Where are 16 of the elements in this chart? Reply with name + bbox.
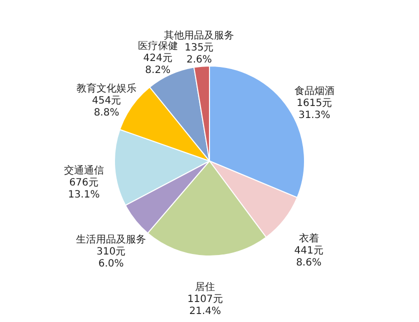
slice-label: 其他用品及服务 [164, 29, 234, 42]
data-label: 454元 8.8% [92, 95, 122, 118]
slice-label: 医疗保健 [138, 40, 178, 52]
slice-label: 生活用品及服务 [76, 234, 146, 246]
data-label: 424元 8.2% [143, 53, 172, 76]
data-label: 1107元 21.4% [187, 294, 223, 317]
slice-label: 交通通信 [64, 164, 104, 176]
data-label: 1615元 31.3% [296, 98, 332, 122]
data-label: 310元 6.0% [96, 246, 126, 270]
data-label: 441元 8.6% [294, 246, 324, 269]
slice-label: 衣着 [298, 232, 319, 245]
data-label: 676元 13.1% [68, 177, 100, 200]
slice-label: 居住 [195, 282, 216, 293]
slice-label: 食品烟酒 [294, 85, 334, 98]
data-label: 135元 2.6% [184, 42, 214, 66]
slice-label: 教育文化娱乐 [76, 82, 137, 94]
